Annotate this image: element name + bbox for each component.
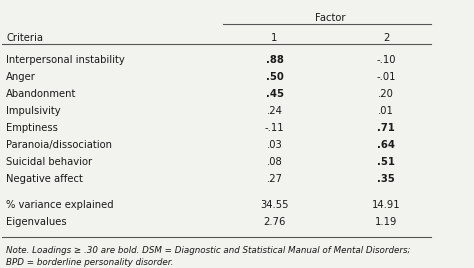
Text: Anger: Anger <box>6 72 36 82</box>
Text: .88: .88 <box>265 55 283 65</box>
Text: -.10: -.10 <box>376 55 396 65</box>
Text: 1.19: 1.19 <box>375 217 397 227</box>
Text: .24: .24 <box>266 106 283 116</box>
Text: Eigenvalues: Eigenvalues <box>6 217 67 227</box>
Text: Factor: Factor <box>315 13 346 23</box>
Text: .01: .01 <box>378 106 394 116</box>
Text: 14.91: 14.91 <box>372 200 401 210</box>
Text: .35: .35 <box>377 174 395 184</box>
Text: Emptiness: Emptiness <box>6 123 58 133</box>
Text: Impulsivity: Impulsivity <box>6 106 61 116</box>
Text: .27: .27 <box>266 174 283 184</box>
Text: .50: .50 <box>265 72 283 82</box>
Text: 34.55: 34.55 <box>260 200 289 210</box>
Text: -.11: -.11 <box>264 123 284 133</box>
Text: Abandonment: Abandonment <box>6 89 77 99</box>
Text: 1: 1 <box>271 33 278 43</box>
Text: .45: .45 <box>265 89 283 99</box>
Text: Interpersonal instability: Interpersonal instability <box>6 55 125 65</box>
Text: .03: .03 <box>267 140 283 150</box>
Text: Paranoia/dissociation: Paranoia/dissociation <box>6 140 112 150</box>
Text: Criteria: Criteria <box>6 33 44 43</box>
Text: Negative affect: Negative affect <box>6 174 83 184</box>
Text: .71: .71 <box>377 123 395 133</box>
Text: 2.76: 2.76 <box>264 217 286 227</box>
Text: 2: 2 <box>383 33 389 43</box>
Text: .51: .51 <box>377 157 395 167</box>
Text: -.01: -.01 <box>376 72 396 82</box>
Text: Suicidal behavior: Suicidal behavior <box>6 157 92 167</box>
Text: % variance explained: % variance explained <box>6 200 114 210</box>
Text: Note. Loadings ≥ .30 are bold. DSM = Diagnostic and Statistical Manual of Mental: Note. Loadings ≥ .30 are bold. DSM = Dia… <box>6 246 411 267</box>
Text: .20: .20 <box>378 89 394 99</box>
Text: .08: .08 <box>267 157 283 167</box>
Text: .64: .64 <box>377 140 395 150</box>
